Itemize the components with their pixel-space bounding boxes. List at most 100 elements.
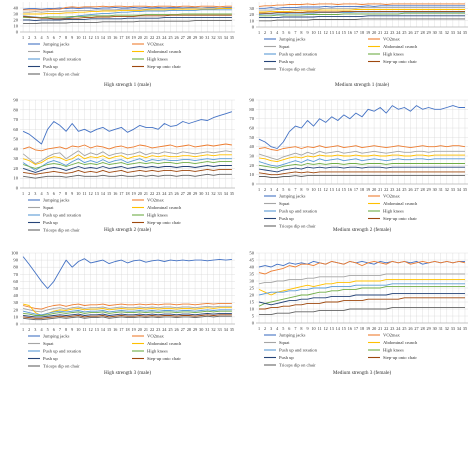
y-tick-label: 20: [13, 166, 18, 171]
series-line-3: [22, 150, 232, 165]
x-tick-label: 15: [107, 35, 111, 40]
x-tick-label: 29: [193, 327, 197, 332]
x-tick-label: 17: [119, 191, 123, 196]
x-tick-label: 27: [181, 35, 185, 40]
legend-label: Jumping jacks: [43, 42, 70, 47]
x-tick-label: 33: [218, 35, 222, 40]
x-tick-label: 33: [451, 30, 455, 35]
legend-label: Step-up onto chair: [147, 356, 181, 361]
legend-label: VO2max: [383, 194, 401, 199]
x-tick-label: 21: [144, 327, 148, 332]
x-tick-label: 11: [318, 187, 322, 192]
x-tick-label: 10: [76, 327, 80, 332]
legend-label: Step-up onto chair: [383, 355, 417, 360]
y-tick-label: 80: [13, 107, 18, 112]
legend-label: Squat: [43, 205, 54, 210]
series-line-7: [23, 17, 232, 22]
y-tick-label: 90: [13, 258, 18, 263]
x-tick-label: 27: [414, 30, 418, 35]
x-tick-label: 26: [175, 35, 179, 40]
x-tick-label: 31: [205, 191, 209, 196]
legend-label: Squat: [43, 341, 54, 346]
series-line-5: [258, 11, 465, 15]
x-tick-label: 10: [76, 35, 80, 40]
legend-label: Push up: [279, 59, 294, 64]
x-tick-label: 30: [199, 191, 203, 196]
x-tick-label: 31: [439, 187, 443, 192]
legend-label: Jumping jacks: [279, 333, 306, 338]
legend-label: Jumping jacks: [279, 194, 306, 199]
x-tick-label: 13: [330, 30, 334, 35]
y-tick-label: 25: [249, 286, 254, 291]
y-tick-label: 45: [249, 258, 254, 263]
legend-label: Push up: [43, 64, 58, 69]
x-tick-label: 16: [113, 327, 117, 332]
legend-label: Step-up onto chair: [383, 216, 417, 221]
y-tick-label: 40: [249, 144, 254, 149]
x-tick-label: 25: [168, 35, 172, 40]
y-tick-label: 20: [249, 12, 254, 17]
x-tick-label: 28: [420, 326, 424, 331]
x-tick-label: 6: [53, 327, 55, 332]
x-tick-label: 34: [457, 30, 462, 35]
x-tick-label: 13: [95, 35, 99, 40]
x-tick-label: 16: [113, 35, 117, 40]
x-tick-label: 3: [34, 35, 36, 40]
series-line-7: [258, 293, 465, 306]
series-line-3: [258, 273, 465, 285]
y-tick-label: 60: [13, 127, 18, 132]
x-tick-label: 1: [22, 327, 24, 332]
series-line-7: [259, 15, 465, 19]
x-tick-label: 1: [22, 35, 24, 40]
legend-label: Step-up onto chair: [383, 59, 417, 64]
x-tick-label: 19: [366, 30, 370, 35]
series-line-4: [259, 9, 465, 13]
x-tick-label: 5: [47, 327, 49, 332]
x-tick-label: 4: [40, 327, 43, 332]
x-tick-label: 29: [427, 326, 431, 331]
x-tick-label: 16: [348, 187, 352, 192]
x-tick-label: 23: [156, 327, 160, 332]
legend-label: Step-up onto chair: [147, 220, 181, 225]
legend-label: High knees: [147, 349, 168, 354]
series-line-5: [258, 283, 465, 296]
x-tick-label: 31: [439, 30, 443, 35]
series-line-2: [258, 145, 466, 151]
series-line-3: [22, 305, 232, 313]
x-tick-label: 19: [366, 187, 370, 192]
y-tick-label: 100: [11, 251, 19, 256]
x-tick-label: 22: [150, 35, 154, 40]
x-tick-label: 32: [211, 191, 215, 196]
x-tick-label: 20: [138, 35, 142, 40]
x-tick-label: 9: [306, 326, 308, 331]
x-tick-label: 7: [59, 35, 61, 40]
x-tick-label: 12: [324, 187, 328, 192]
x-tick-label: 20: [138, 327, 142, 332]
legend-label: VO2max: [383, 333, 401, 338]
x-tick-label: 3: [270, 187, 272, 192]
x-tick-label: 15: [342, 30, 346, 35]
y-tick-label: 50: [249, 251, 254, 256]
x-tick-label: 13: [95, 327, 99, 332]
x-tick-label: 3: [34, 191, 36, 196]
legend-label: Jumping jacks: [43, 198, 70, 203]
x-tick-label: 6: [53, 35, 55, 40]
x-tick-label: 27: [414, 187, 418, 192]
y-tick-label: 30: [13, 12, 18, 17]
legend-label: Triceps dip on chair: [279, 363, 316, 368]
series-line-1: [22, 256, 232, 289]
series-line-4: [258, 154, 465, 163]
series-line-2: [23, 5, 232, 11]
x-tick-label: 31: [205, 327, 209, 332]
x-tick-label: 18: [125, 191, 129, 196]
x-tick-label: 2: [28, 35, 30, 40]
x-tick-label: 18: [125, 35, 129, 40]
x-tick-label: 26: [175, 191, 179, 196]
y-tick-label: 20: [13, 307, 18, 312]
series-line-9: [23, 173, 232, 179]
legend-label: VO2max: [147, 334, 165, 339]
legend-label: Jumping jacks: [43, 334, 70, 339]
x-tick-label: 33: [451, 326, 455, 331]
